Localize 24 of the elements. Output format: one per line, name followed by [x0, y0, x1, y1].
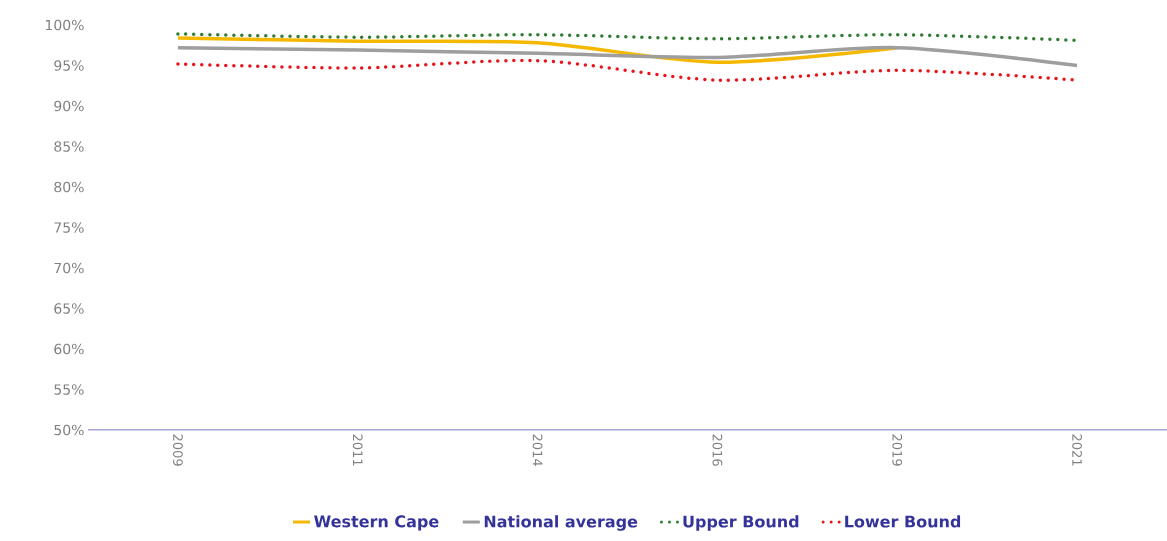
legend-label: Upper Bound	[683, 515, 799, 531]
y-tick-label: 95%	[54, 60, 84, 71]
y-tick-label: 65%	[54, 303, 84, 314]
legend-label: National average	[484, 515, 638, 531]
x-tick-label: 2011	[352, 434, 363, 466]
legend-label: Western Cape	[314, 515, 439, 531]
line-series	[176, 32, 1079, 43]
y-tick-label: 70%	[54, 262, 84, 274]
x-tick-label: 2019	[892, 434, 903, 466]
y-tick-label: 60%	[54, 343, 84, 355]
x-tick-label: 2009	[173, 434, 183, 466]
y-tick-label: 100%	[45, 19, 84, 31]
x-tick-label: 2016	[712, 434, 723, 466]
y-tick-label: 50%	[54, 424, 84, 436]
y-tick-label: 55%	[54, 384, 84, 395]
line-series	[176, 36, 899, 65]
legend-label: Lower Bound	[845, 515, 961, 528]
y-tick-label: 80%	[54, 181, 84, 193]
y-tick-label: 90%	[54, 100, 84, 112]
y-tick-label: 85%	[54, 141, 84, 152]
line-series	[176, 45, 1079, 68]
x-tick-label: 2014	[532, 434, 543, 466]
y-tick-label: 75%	[54, 222, 84, 233]
x-tick-label: 2021	[1072, 434, 1082, 466]
